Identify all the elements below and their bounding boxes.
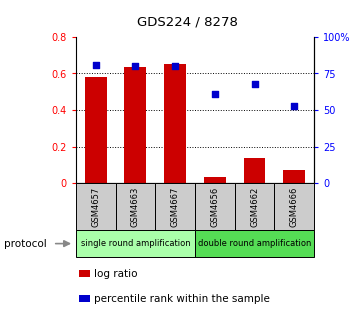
Text: GSM4666: GSM4666: [290, 186, 299, 227]
Text: percentile rank within the sample: percentile rank within the sample: [94, 294, 270, 304]
Text: double round amplification: double round amplification: [198, 239, 311, 248]
Text: GSM4667: GSM4667: [171, 186, 179, 227]
Text: GDS224 / 8278: GDS224 / 8278: [137, 15, 238, 28]
Bar: [125, 67, 146, 183]
Text: log ratio: log ratio: [94, 268, 137, 279]
Bar: [116, 183, 155, 230]
Text: protocol: protocol: [4, 239, 46, 249]
Text: GSM4663: GSM4663: [131, 186, 140, 227]
Point: [172, 64, 178, 69]
Bar: [76, 230, 195, 257]
Point: [93, 62, 99, 68]
Text: GSM4662: GSM4662: [250, 186, 259, 227]
Bar: [283, 170, 305, 183]
Text: GSM4656: GSM4656: [210, 186, 219, 227]
Bar: [204, 177, 226, 183]
Point: [291, 103, 297, 108]
Bar: [164, 65, 186, 183]
Bar: [244, 159, 265, 183]
Point: [252, 81, 257, 86]
Text: single round amplification: single round amplification: [81, 239, 190, 248]
Bar: [85, 77, 106, 183]
Point: [132, 64, 138, 69]
Bar: [195, 183, 235, 230]
Bar: [195, 230, 314, 257]
Text: GSM4657: GSM4657: [91, 186, 100, 227]
Bar: [235, 183, 274, 230]
Bar: [76, 183, 116, 230]
Point: [212, 91, 218, 97]
Bar: [155, 183, 195, 230]
Bar: [274, 183, 314, 230]
